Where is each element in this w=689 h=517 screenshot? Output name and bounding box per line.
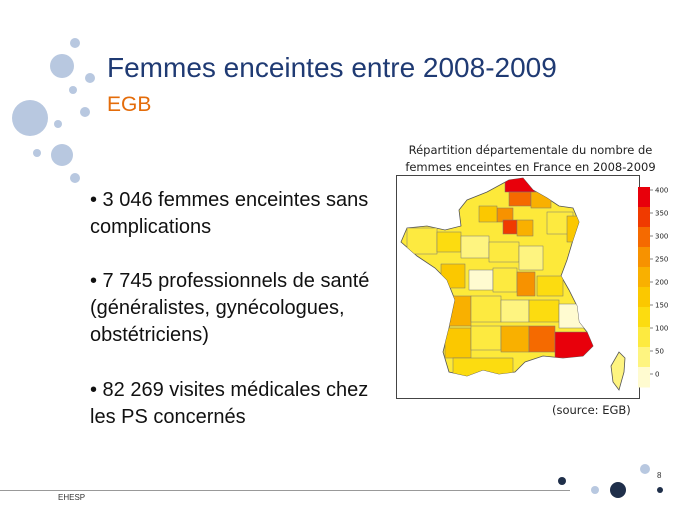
map-caption: Répartition départementale du nombre de …	[398, 142, 663, 176]
legend-color-step	[638, 327, 650, 348]
legend-color-step	[638, 267, 650, 288]
slide-subtitle: EGB	[107, 93, 152, 116]
region-provence	[528, 299, 560, 323]
region-bretagne	[406, 227, 438, 255]
footer-org: EHESP	[58, 493, 86, 502]
region-auvergne	[492, 267, 518, 293]
legend-tick-label: 350	[655, 210, 668, 218]
region-alpes	[536, 275, 564, 297]
region-gironde	[446, 295, 472, 327]
region-limousin	[468, 269, 494, 291]
region-haute-garonne	[470, 325, 502, 351]
region-rhone	[516, 271, 536, 297]
page-number: 8	[657, 471, 662, 480]
slide-title: Femmes enceintes entre 2008-2009	[107, 52, 557, 83]
legend-tick-label: 100	[655, 325, 668, 333]
legend-color-step	[638, 367, 650, 388]
decorative-circles-bottom	[558, 464, 663, 498]
map-frame	[396, 175, 640, 399]
bullet-medical-visits: • 82 269 visites médicales chez les PS c…	[90, 379, 369, 428]
legend-color-step	[638, 207, 650, 228]
region-seine-et-marne	[516, 219, 534, 237]
legend-tick-label: 200	[655, 279, 668, 287]
bullet-pregnant-women: • 3 046 femmes enceintes sans complicati…	[90, 189, 369, 238]
region-franche-comte	[518, 245, 544, 271]
legend-tick-label: 250	[655, 256, 668, 264]
region-midi-pyrenees	[470, 295, 502, 323]
region-languedoc	[500, 299, 530, 323]
region-bouches-du-rhone	[528, 325, 556, 353]
legend-tick-label: 400	[655, 187, 668, 195]
legend-tick-label: 0	[655, 371, 659, 379]
region-herault	[500, 325, 530, 353]
region-pas-de-calais	[508, 191, 532, 207]
legend-color-step	[638, 227, 650, 248]
map-legend: 400 350 300 250 200 150 100 50 0	[638, 187, 668, 388]
legend-tick-label: 300	[655, 233, 668, 241]
legend-color-step	[638, 187, 650, 208]
decorative-circles-left	[12, 38, 95, 183]
bullet-health-professionals: • 7 745 professionnels de santé (général…	[90, 270, 370, 346]
region-centre	[460, 235, 490, 259]
region-bourgogne	[488, 241, 520, 263]
map-caption-line1: Répartition départementale du nombre de	[408, 143, 653, 157]
legend-tick-label: 150	[655, 302, 668, 310]
corsica	[610, 351, 626, 391]
region-pays-de-loire	[436, 231, 462, 253]
legend-color-step	[638, 347, 650, 368]
legend-color-step	[638, 247, 650, 268]
region-paris	[502, 219, 518, 235]
map-source: (source: EGB)	[552, 403, 631, 417]
map-caption-line2: femmes enceintes en France en 2008-2009	[405, 160, 656, 174]
footer-divider	[0, 490, 570, 491]
region-pyrenees	[452, 357, 514, 376]
legend-color-step	[638, 307, 650, 328]
region-alpes-maritimes	[558, 303, 590, 329]
legend-color-step	[638, 287, 650, 308]
france-choropleth-map	[400, 177, 626, 391]
legend-tick-label: 50	[655, 348, 664, 356]
region-poitou	[440, 263, 466, 289]
region-landes	[444, 327, 472, 359]
region-normandie	[478, 205, 498, 223]
